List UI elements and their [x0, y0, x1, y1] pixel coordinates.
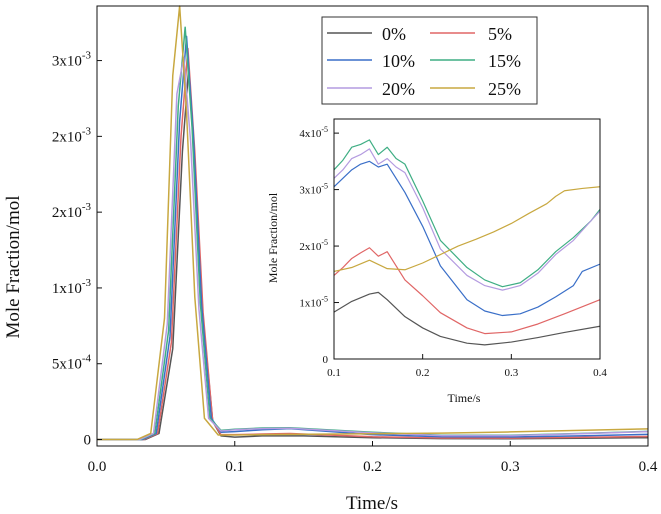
main-y-tick-label: 2x10-3: [52, 125, 92, 145]
inset-x-tick-label: 0.4: [593, 367, 607, 379]
inset-plot-area: 0.1 0.2 0.3 0.4 0 1x10-5 2x10-5 3x10-5 4x10-5: [299, 118, 607, 379]
inset-y-axis-title: Mole Fraction/mol: [266, 192, 280, 283]
legend-label-0: 0%: [382, 24, 406, 44]
legend-label-5: 25%: [488, 79, 521, 99]
legend-label-3: 15%: [488, 51, 521, 71]
main-x-tick-label: 0.0: [88, 459, 107, 475]
inset-y-tick-label: 0: [323, 354, 329, 366]
inset-series-line-2: [333, 160, 601, 317]
inset-series-line-5: [333, 186, 601, 273]
inset-x-tick-label: 0.1: [327, 367, 341, 379]
inset-x-tick-label: 0.3: [504, 367, 518, 379]
inset-y-tick-label: 3x10-5: [299, 182, 328, 197]
main-y-tick-label: 1x10-3: [52, 277, 92, 297]
inset-series-line-3: [333, 139, 601, 288]
inset-y-tick-label: 1x10-5: [299, 295, 328, 310]
main-plot-area: 0.0 0.1 0.2 0.3 0.4 0 5x10-4 1x10-3 2x10-3 2x10-3…: [52, 5, 658, 475]
inset-y-tick-label: 2x10-5: [299, 238, 328, 253]
inset-series-group: [333, 139, 601, 346]
legend: 0% 5% 10% 15% 20% 25%: [321, 16, 538, 105]
main-series-line-4: [97, 56, 649, 441]
inset-y-tick-label: 4x10-5: [299, 125, 328, 140]
inset-ticks: 0.1 0.2 0.3 0.4 0 1x10-5 2x10-5 3x10-5 4x10-5: [299, 125, 607, 379]
main-ticks: 0.0 0.1 0.2 0.3 0.4 0 5x10-4 1x10-3 2x10-3 2x10-3…: [52, 50, 658, 475]
main-series-line-5: [97, 5, 649, 441]
main-y-tick-label: 5x10-4: [52, 353, 92, 373]
main-x-tick-label: 0.1: [225, 459, 244, 475]
main-series-group: [97, 5, 649, 441]
legend-label-4: 20%: [382, 79, 415, 99]
main-x-tick-label: 0.4: [639, 459, 658, 475]
main-y-axis-title: Mole Fraction/mol: [3, 195, 24, 338]
inset-x-tick-label: 0.2: [416, 367, 430, 379]
main-x-tick-label: 0.3: [501, 459, 520, 475]
inset-series-line-0: [333, 291, 601, 346]
inset-axes-frame: [333, 118, 601, 360]
legend-label-2: 10%: [382, 51, 415, 71]
inset-axes: [333, 118, 601, 360]
main-x-axis-title: Time/s: [346, 493, 398, 514]
inset-series-line-1: [333, 247, 601, 335]
legend-label-1: 5%: [488, 24, 512, 44]
inset-background: [334, 119, 600, 359]
inset-x-axis-title: Time/s: [448, 391, 481, 405]
main-series-line-1: [97, 47, 649, 441]
inset-series-line-4: [333, 148, 601, 291]
main-y-tick-label: 0: [84, 433, 92, 449]
main-y-tick-label: 2x10-3: [52, 201, 92, 221]
main-y-tick-label: 3x10-3: [52, 50, 92, 70]
main-x-tick-label: 0.2: [363, 459, 382, 475]
